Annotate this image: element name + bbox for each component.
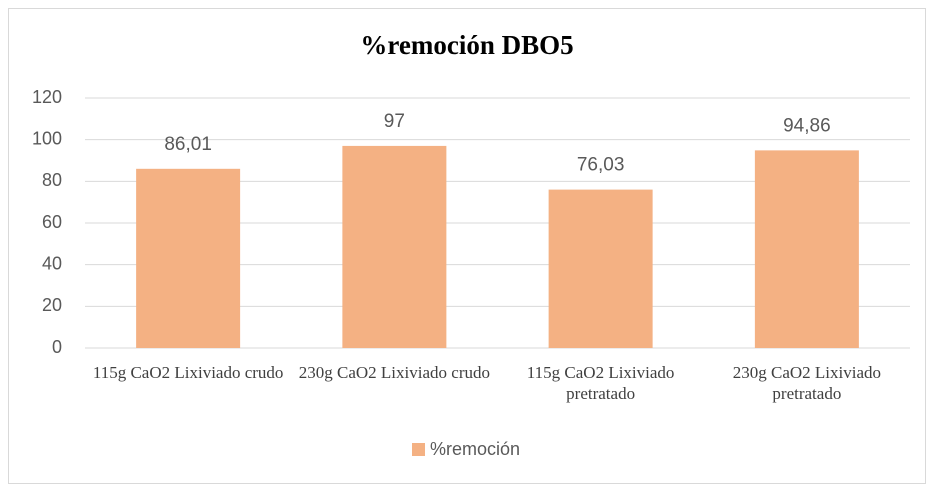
y-tick-label: 80 <box>42 170 62 190</box>
data-label: 86,01 <box>164 134 212 155</box>
y-tick-label: 40 <box>42 253 62 273</box>
chart-title: %remoción DBO5 <box>360 30 573 60</box>
y-tick-label: 120 <box>32 87 62 107</box>
x-tick-label: 230g CaO2 Lixiviado crudo <box>298 363 490 382</box>
data-label: 97 <box>384 111 405 132</box>
x-tick-label: 115g CaO2 Lixiviado pretratado <box>526 363 675 403</box>
bar <box>342 145 447 348</box>
data-label: 94,86 <box>783 115 831 136</box>
y-tick-label: 60 <box>42 212 62 232</box>
legend-label: %remoción <box>430 439 520 459</box>
y-tick-label: 100 <box>32 128 62 148</box>
legend-swatch <box>412 443 425 456</box>
bar <box>548 189 653 348</box>
x-tick-label: 230g CaO2 Lixiviado pretratado <box>732 363 881 403</box>
y-tick-label: 20 <box>42 295 62 315</box>
bar <box>754 150 859 348</box>
y-tick-label: 0 <box>52 337 62 357</box>
x-tick-label: 115g CaO2 Lixiviado crudo <box>92 363 284 382</box>
bar <box>136 168 241 348</box>
data-label: 76,03 <box>577 155 625 176</box>
